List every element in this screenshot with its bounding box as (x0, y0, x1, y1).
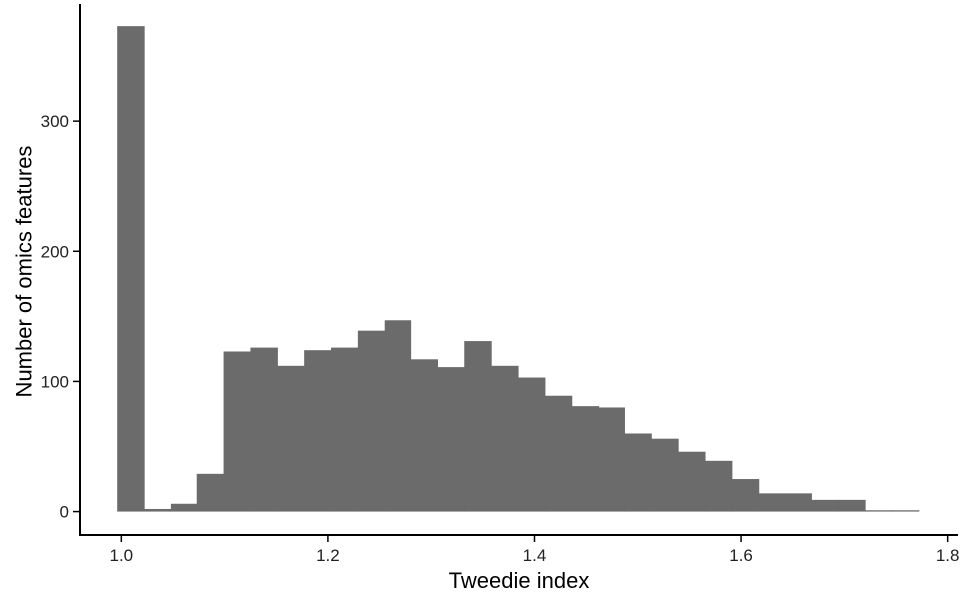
histogram-bar-15 (517, 377, 546, 512)
histogram-bar-28 (865, 510, 893, 512)
histogram-bar-21 (678, 451, 706, 512)
y-tick-label: 100 (41, 372, 69, 391)
histogram-bar-7 (304, 350, 332, 512)
histogram-bars (117, 26, 920, 512)
axes (79, 4, 958, 536)
histogram-bar-29 (891, 510, 920, 512)
x-tick-label: 1.4 (523, 546, 547, 565)
histogram-bar-25 (785, 493, 812, 512)
histogram-bar-4 (223, 351, 252, 512)
histogram-bar-19 (624, 433, 652, 512)
y-axis-title: Number of omics features (12, 146, 37, 398)
histogram-bar-0 (117, 26, 145, 512)
x-tick-label: 1.6 (729, 546, 753, 565)
histogram-bar-1 (144, 508, 172, 512)
y-tick-label: 200 (41, 242, 69, 261)
x-axis-ticks: 1.0 1.2 1.4 1.6 1.8 (109, 535, 959, 565)
histogram-bar-12 (437, 367, 465, 512)
histogram-bar-6 (277, 365, 305, 512)
histogram-bar-11 (410, 359, 438, 512)
y-tick-label: 300 (41, 112, 69, 131)
histogram-bar-9 (357, 330, 386, 512)
x-tick-label: 1.0 (109, 546, 133, 565)
x-axis-title: Tweedie index (449, 568, 590, 593)
histogram-bar-18 (598, 407, 625, 512)
histogram-bar-23 (731, 479, 760, 512)
histogram-bar-24 (758, 493, 787, 512)
y-axis-ticks: 0 100 200 300 (41, 112, 80, 522)
histogram-bar-5 (250, 347, 278, 512)
histogram-bar-20 (651, 438, 679, 512)
histogram-bar-10 (384, 320, 412, 512)
histogram-bar-14 (491, 365, 519, 512)
histogram-bar-8 (331, 347, 359, 512)
histogram-bar-17 (571, 406, 600, 512)
x-tick-label: 1.8 (936, 546, 960, 565)
histogram-bar-27 (838, 499, 866, 512)
histogram-bar-2 (170, 503, 198, 512)
histogram-bar-16 (544, 395, 573, 512)
histogram-bar-3 (196, 473, 225, 512)
histogram-bar-13 (464, 341, 492, 512)
y-tick-label: 0 (60, 503, 69, 522)
histogram-bar-22 (704, 460, 733, 512)
histogram-bar-26 (811, 499, 839, 512)
x-tick-label: 1.2 (316, 546, 340, 565)
